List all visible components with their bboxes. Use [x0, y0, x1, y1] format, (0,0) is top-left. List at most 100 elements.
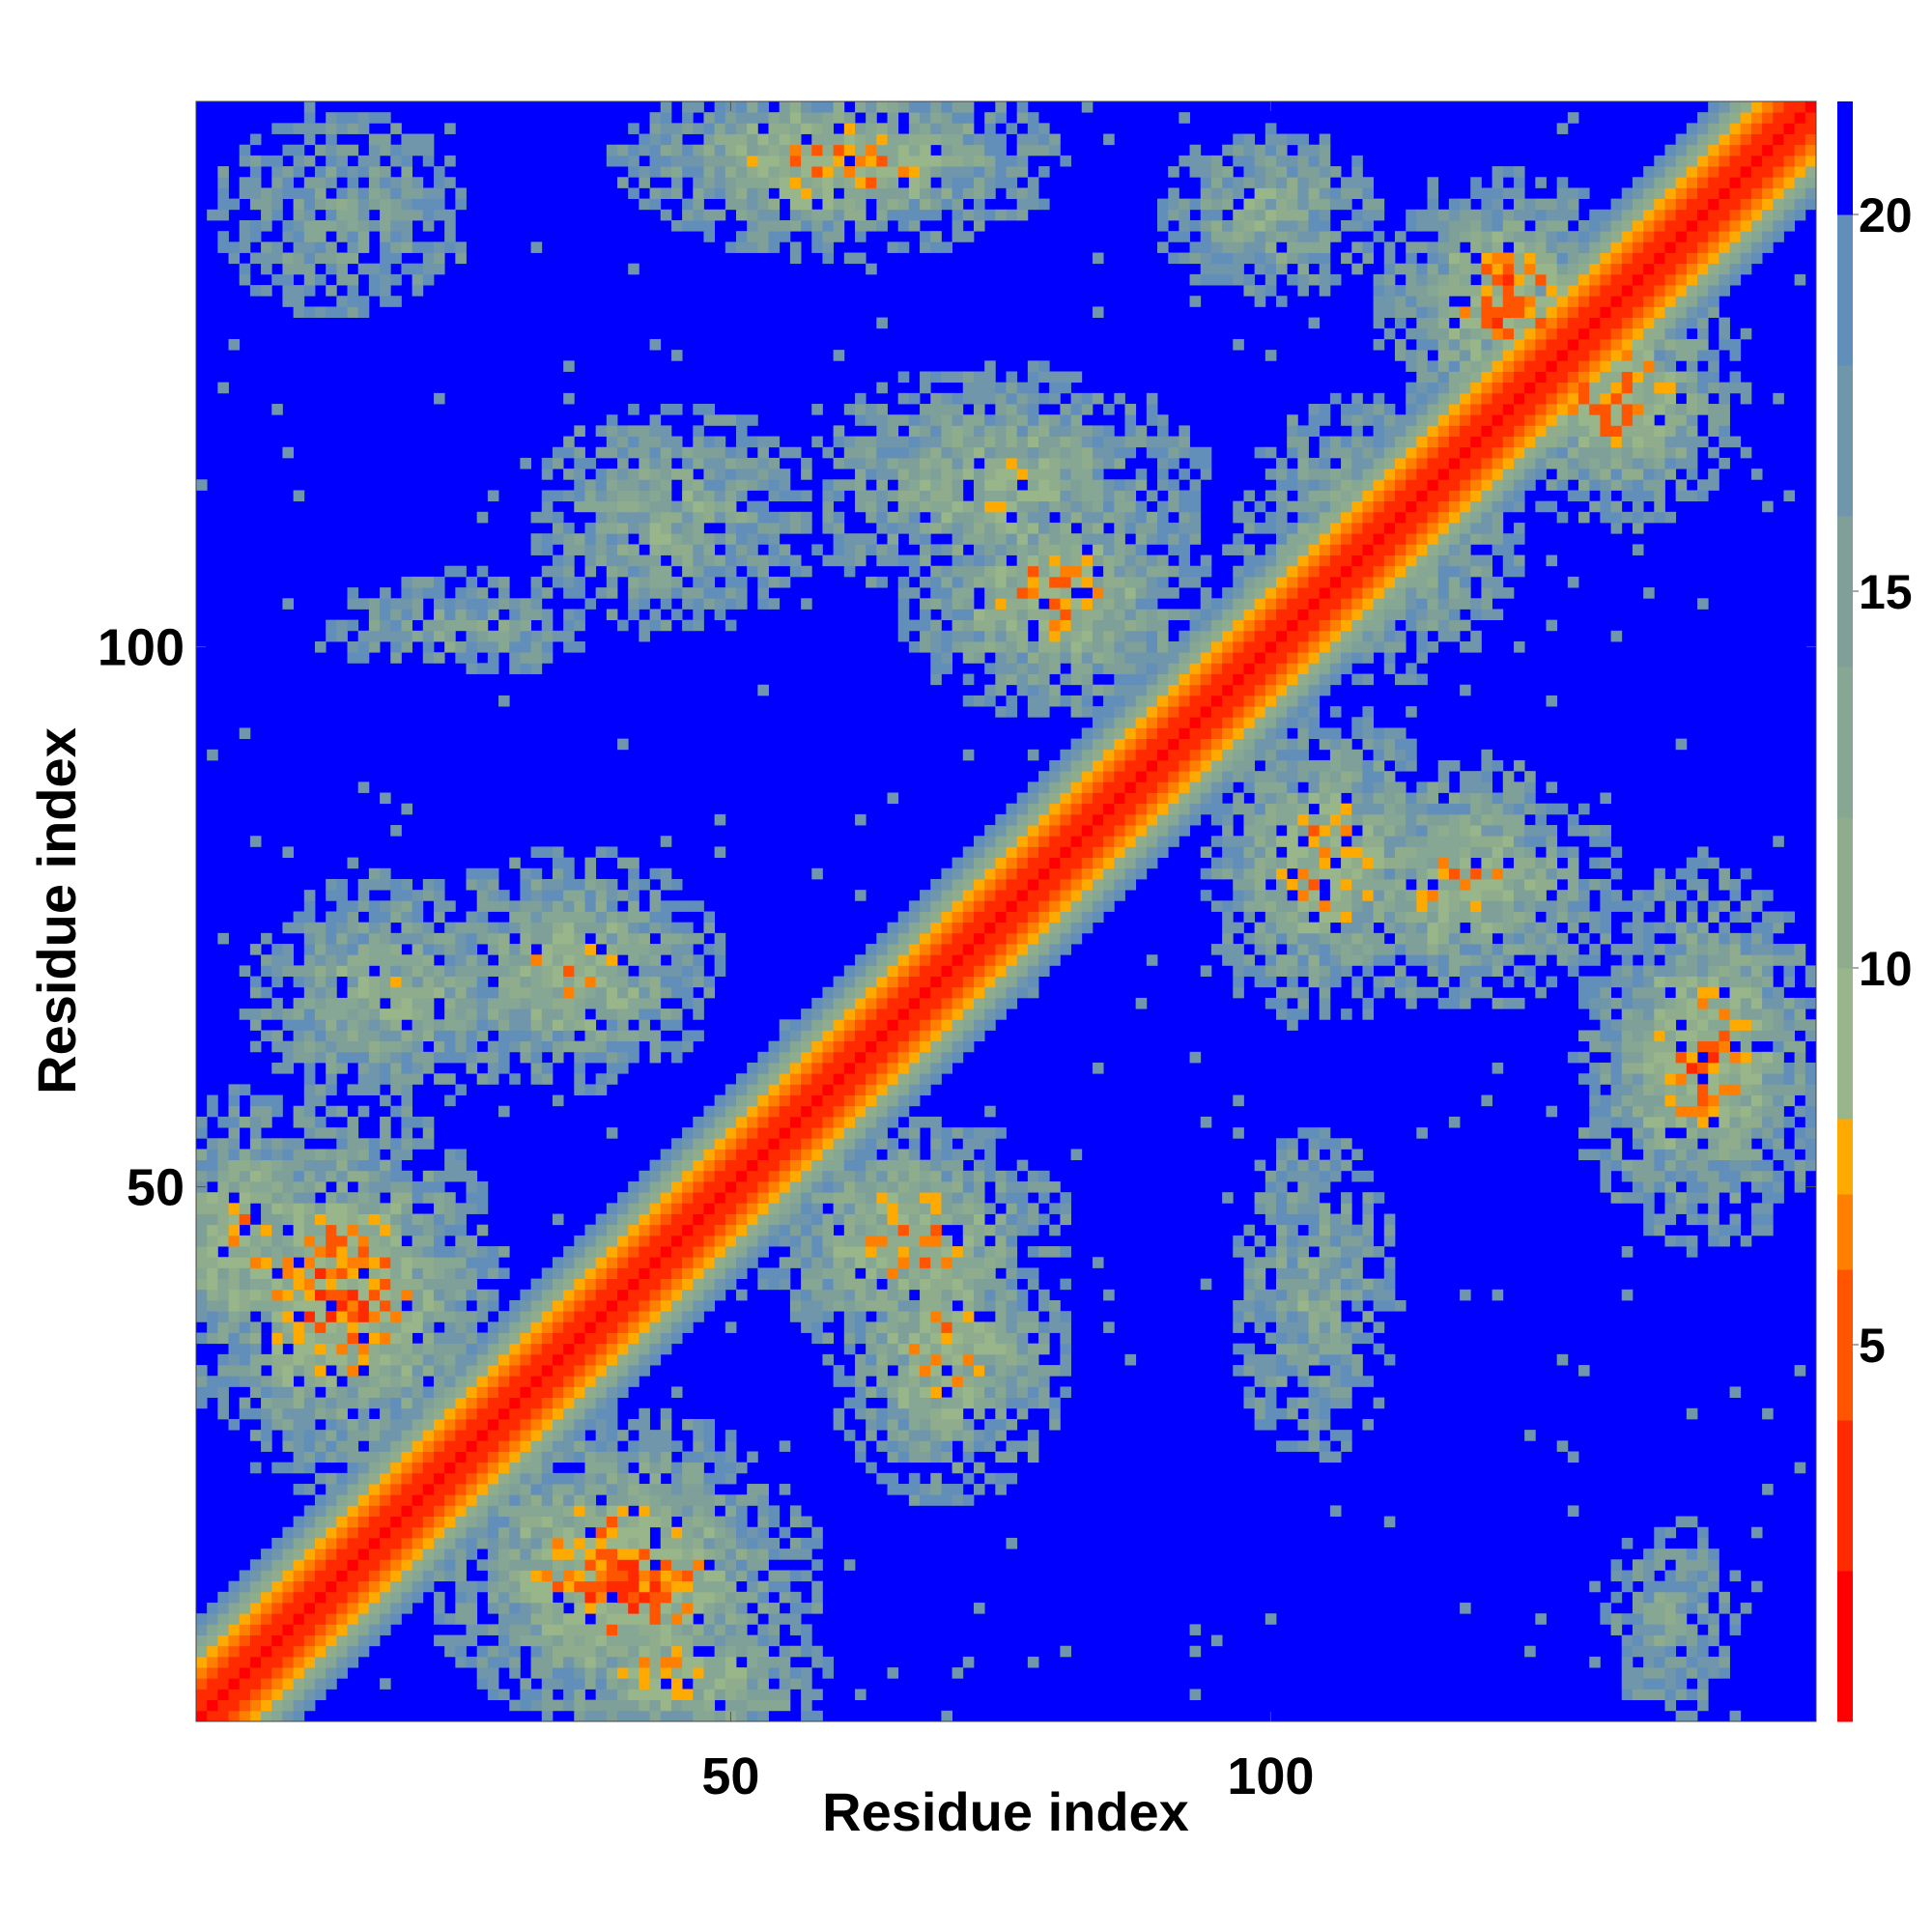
heatmap-cell: [897, 1192, 910, 1204]
heatmap-cell: [271, 1224, 283, 1236]
heatmap-cell: [952, 1030, 964, 1042]
heatmap-cell: [639, 1634, 650, 1647]
heatmap-cell: [261, 1299, 272, 1312]
heatmap-cell: [1783, 965, 1796, 977]
heatmap-cell: [261, 1710, 272, 1722]
heatmap-cell: [920, 1170, 931, 1182]
heatmap-cell: [1643, 1603, 1655, 1614]
heatmap-cell: [606, 1418, 618, 1431]
heatmap-cell: [1643, 965, 1655, 977]
heatmap-cell: [1373, 954, 1385, 966]
heatmap-cell: [779, 1645, 791, 1658]
heatmap-cell: [1750, 1526, 1763, 1539]
heatmap-cell: [628, 1484, 639, 1495]
heatmap-cell: [1654, 1019, 1665, 1031]
heatmap-cell: [693, 1009, 704, 1020]
heatmap-cell: [498, 1332, 510, 1345]
heatmap-cell: [520, 954, 531, 966]
heatmap-cell: [271, 1689, 283, 1701]
heatmap-cell: [876, 1084, 888, 1095]
heatmap-cell: [1081, 922, 1094, 934]
heatmap-cell: [649, 1299, 662, 1312]
heatmap-cell: [920, 1353, 931, 1366]
heatmap-cell: [822, 1159, 835, 1172]
heatmap-cell: [973, 1484, 985, 1495]
heatmap-cell: [444, 1613, 456, 1625]
heatmap-cell: [455, 1494, 467, 1506]
heatmap-cell: [422, 1257, 435, 1268]
heatmap-cell: [1264, 1386, 1277, 1398]
heatmap-cell: [670, 1149, 683, 1161]
heatmap-cell: [1362, 997, 1375, 1009]
heatmap-cell: [390, 1603, 402, 1614]
heatmap-cell: [1016, 1440, 1029, 1452]
heatmap-cell: [1729, 1127, 1742, 1139]
heatmap-cell: [357, 1548, 370, 1560]
heatmap-cell: [282, 1170, 295, 1182]
heatmap-cell: [541, 1030, 554, 1042]
heatmap-cell: [595, 1267, 608, 1280]
heatmap-cell: [984, 1397, 996, 1409]
heatmap-cell: [239, 1009, 251, 1020]
heatmap-cell: [563, 1311, 575, 1322]
heatmap-cell: [1750, 1224, 1763, 1236]
heatmap-cell: [736, 1127, 748, 1139]
heatmap-cell: [833, 1030, 845, 1042]
heatmap-cell: [649, 1159, 662, 1172]
heatmap-cell: [293, 1570, 305, 1582]
heatmap-cell: [520, 1332, 531, 1345]
heatmap-cell: [380, 1073, 391, 1085]
heatmap-cell: [876, 997, 888, 1009]
heatmap-cell: [1773, 997, 1784, 1009]
heatmap-cell: [455, 1580, 467, 1593]
heatmap-cell: [724, 1516, 737, 1528]
heatmap-cell: [639, 1624, 650, 1635]
heatmap-cell: [660, 976, 672, 988]
heatmap-cell: [973, 1203, 985, 1214]
heatmap-cell: [1600, 1613, 1611, 1625]
heatmap-cell: [1600, 1170, 1611, 1182]
heatmap-cell: [757, 1278, 769, 1291]
heatmap-cell: [509, 944, 521, 955]
heatmap-cell: [455, 1656, 467, 1668]
heatmap-cell: [1675, 1591, 1688, 1604]
heatmap-cell: [866, 1462, 877, 1474]
heatmap-cell: [530, 932, 543, 945]
heatmap-cell: [1362, 1278, 1375, 1291]
heatmap-cell: [520, 1603, 531, 1614]
heatmap-cell: [1287, 1278, 1298, 1291]
heatmap-cell: [801, 1678, 812, 1690]
heatmap-cell: [617, 1246, 629, 1258]
heatmap-cell: [217, 1407, 229, 1420]
heatmap-cell: [303, 1462, 316, 1474]
heatmap-cell: [930, 1235, 942, 1247]
heatmap-cell: [293, 1397, 305, 1409]
heatmap-cell: [660, 1440, 672, 1452]
heatmap-cell: [1460, 976, 1471, 988]
heatmap-cell: [789, 1019, 802, 1031]
heatmap-cell: [1621, 986, 1634, 999]
heatmap-cell: [1308, 976, 1321, 988]
heatmap-cell: [530, 965, 543, 977]
heatmap-cell: [498, 1246, 510, 1258]
heatmap-cell: [336, 1505, 348, 1517]
heatmap-cell: [347, 1116, 359, 1128]
heatmap-cell: [779, 1235, 791, 1247]
heatmap-cell: [574, 965, 585, 977]
heatmap-cell: [714, 1656, 726, 1668]
heatmap-cell: [282, 1376, 295, 1387]
heatmap-cell: [682, 1127, 694, 1139]
heatmap-cell: [326, 1343, 337, 1355]
heatmap-cell: [843, 1138, 856, 1150]
heatmap-cell: [941, 1332, 952, 1345]
heatmap-cell: [282, 1645, 295, 1658]
heatmap-cell: [1643, 1689, 1655, 1701]
heatmap-cell: [952, 1494, 964, 1506]
heatmap-cell: [628, 1472, 639, 1485]
heatmap-cell: [217, 1138, 229, 1150]
heatmap-cell: [552, 1526, 564, 1539]
heatmap-cell: [736, 1267, 748, 1280]
heatmap-cell: [303, 1505, 316, 1517]
heatmap-cell: [801, 1548, 812, 1560]
heatmap-cell: [833, 1073, 845, 1085]
